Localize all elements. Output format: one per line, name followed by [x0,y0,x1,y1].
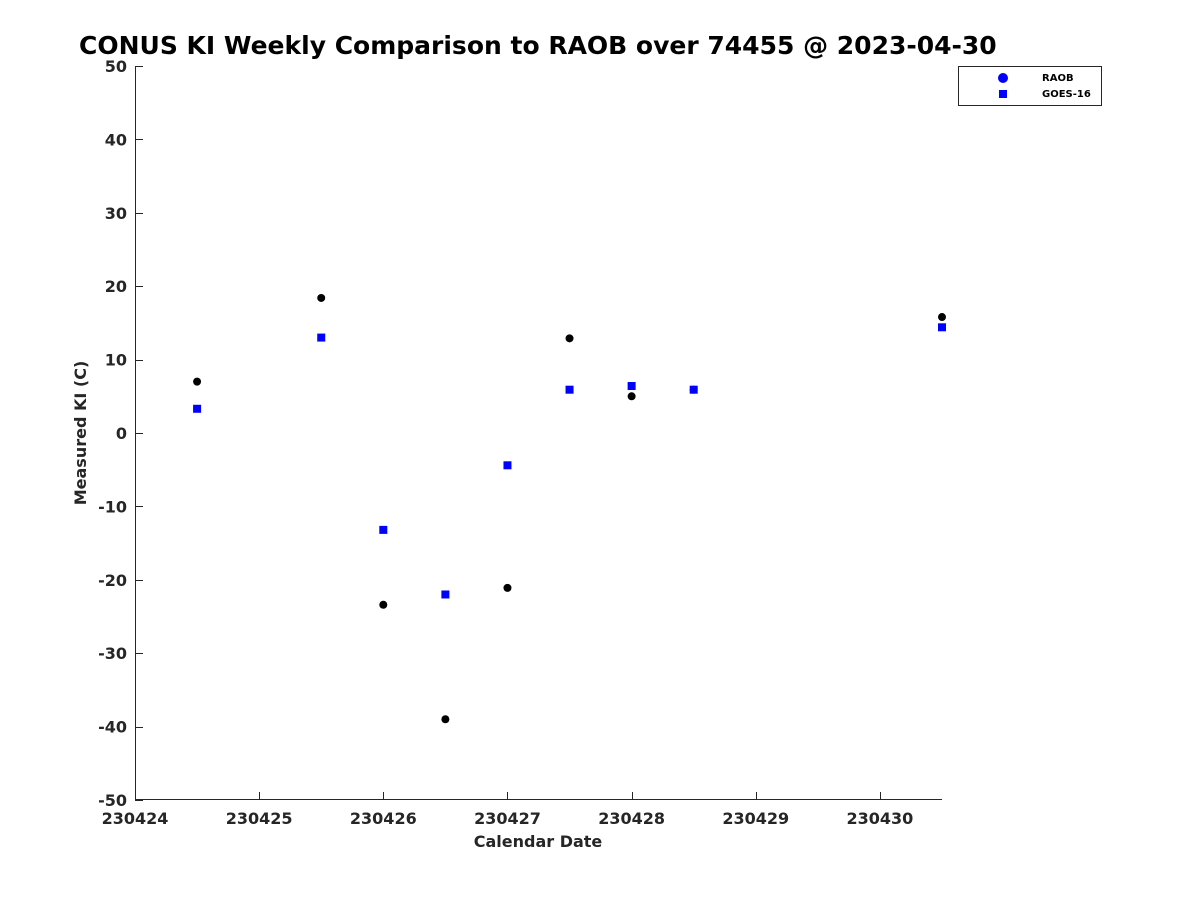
y-tick-label: -10 [98,497,127,516]
y-ticks: -50 -40 -30 -20 -10 0 10 20 30 40 50 [98,57,143,810]
plot-axes [135,66,942,800]
legend-box [958,66,1102,106]
legend-goes16-marker [999,90,1007,98]
x-tick-label: 230424 [102,809,169,828]
legend-goes16-label: GOES-16 [1042,89,1091,100]
goes16-point [565,385,574,394]
y-tick-label: -40 [98,718,127,737]
goes16-point [441,590,450,599]
raob-point [441,715,450,724]
y-axis-label: Measured KI (C) [71,361,90,506]
goes16-point [627,382,636,391]
x-tick-label: 230429 [722,809,789,828]
chart-title: CONUS KI Weekly Comparison to RAOB over … [79,31,997,60]
y-tick-label: 50 [105,57,127,76]
x-tick-label: 230428 [598,809,665,828]
raob-point [627,392,636,401]
x-axis-label: Calendar Date [474,832,603,851]
goes16-point [938,323,946,332]
x-tick-label: 230427 [474,809,541,828]
legend-raob-marker [998,73,1008,83]
goes16-point [503,461,512,470]
raob-point [193,377,202,386]
y-tick-label: -50 [98,791,127,810]
x-tick-label: 230430 [847,809,914,828]
raob-point [938,313,946,322]
y-tick-label: 40 [105,130,127,149]
x-ticks: 230424 230425 230426 230427 230428 230429 2304… [102,792,914,828]
raob-point [379,600,388,609]
raob-point [503,583,512,592]
y-tick-label: 10 [105,351,127,370]
x-tick-label: 230425 [226,809,293,828]
x-tick-label: 230426 [350,809,417,828]
data-points [193,293,946,724]
legend: RAOB GOES-16 [958,66,1102,106]
y-tick-label: -30 [98,644,127,663]
goes16-point [193,404,202,413]
raob-point [317,293,326,302]
goes16-point [379,525,388,534]
raob-point [565,334,574,343]
y-tick-label: 20 [105,277,127,296]
goes16-point [689,385,698,394]
y-tick-label: 0 [116,424,127,443]
y-tick-label: 30 [105,204,127,223]
goes16-point [317,333,326,342]
y-tick-label: -20 [98,571,127,590]
legend-raob-label: RAOB [1042,73,1074,84]
